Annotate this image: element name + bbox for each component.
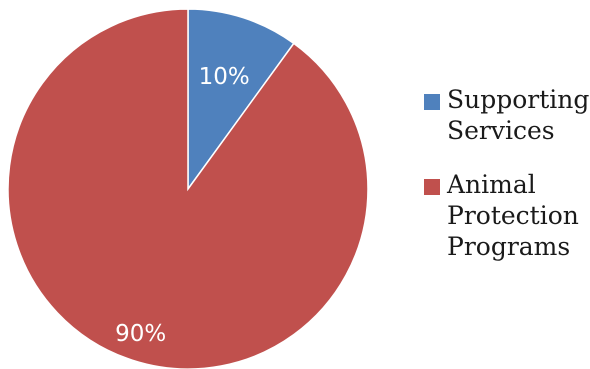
pie-data-label: 90% — [115, 321, 166, 347]
legend-label-line: Programs — [447, 232, 571, 261]
legend: Supporting Services Animal Protection Pr… — [424, 84, 589, 262]
legend-label-line: Services — [447, 116, 555, 145]
legend-item-supporting-services: Supporting Services — [424, 84, 589, 146]
pie-data-label: 10% — [199, 64, 250, 90]
pie-slice-animal-protection-programs — [7, 8, 369, 369]
legend-label-line: Protection — [447, 201, 579, 230]
legend-label-line: Animal — [447, 170, 536, 199]
legend-item-animal-protection-programs: Animal Protection Programs — [424, 169, 589, 262]
pie-slice-supporting-services — [187, 8, 295, 192]
legend-swatch-animal-protection-programs — [424, 179, 440, 195]
legend-swatch-supporting-services — [424, 94, 440, 110]
legend-label-line: Supporting — [447, 85, 590, 114]
